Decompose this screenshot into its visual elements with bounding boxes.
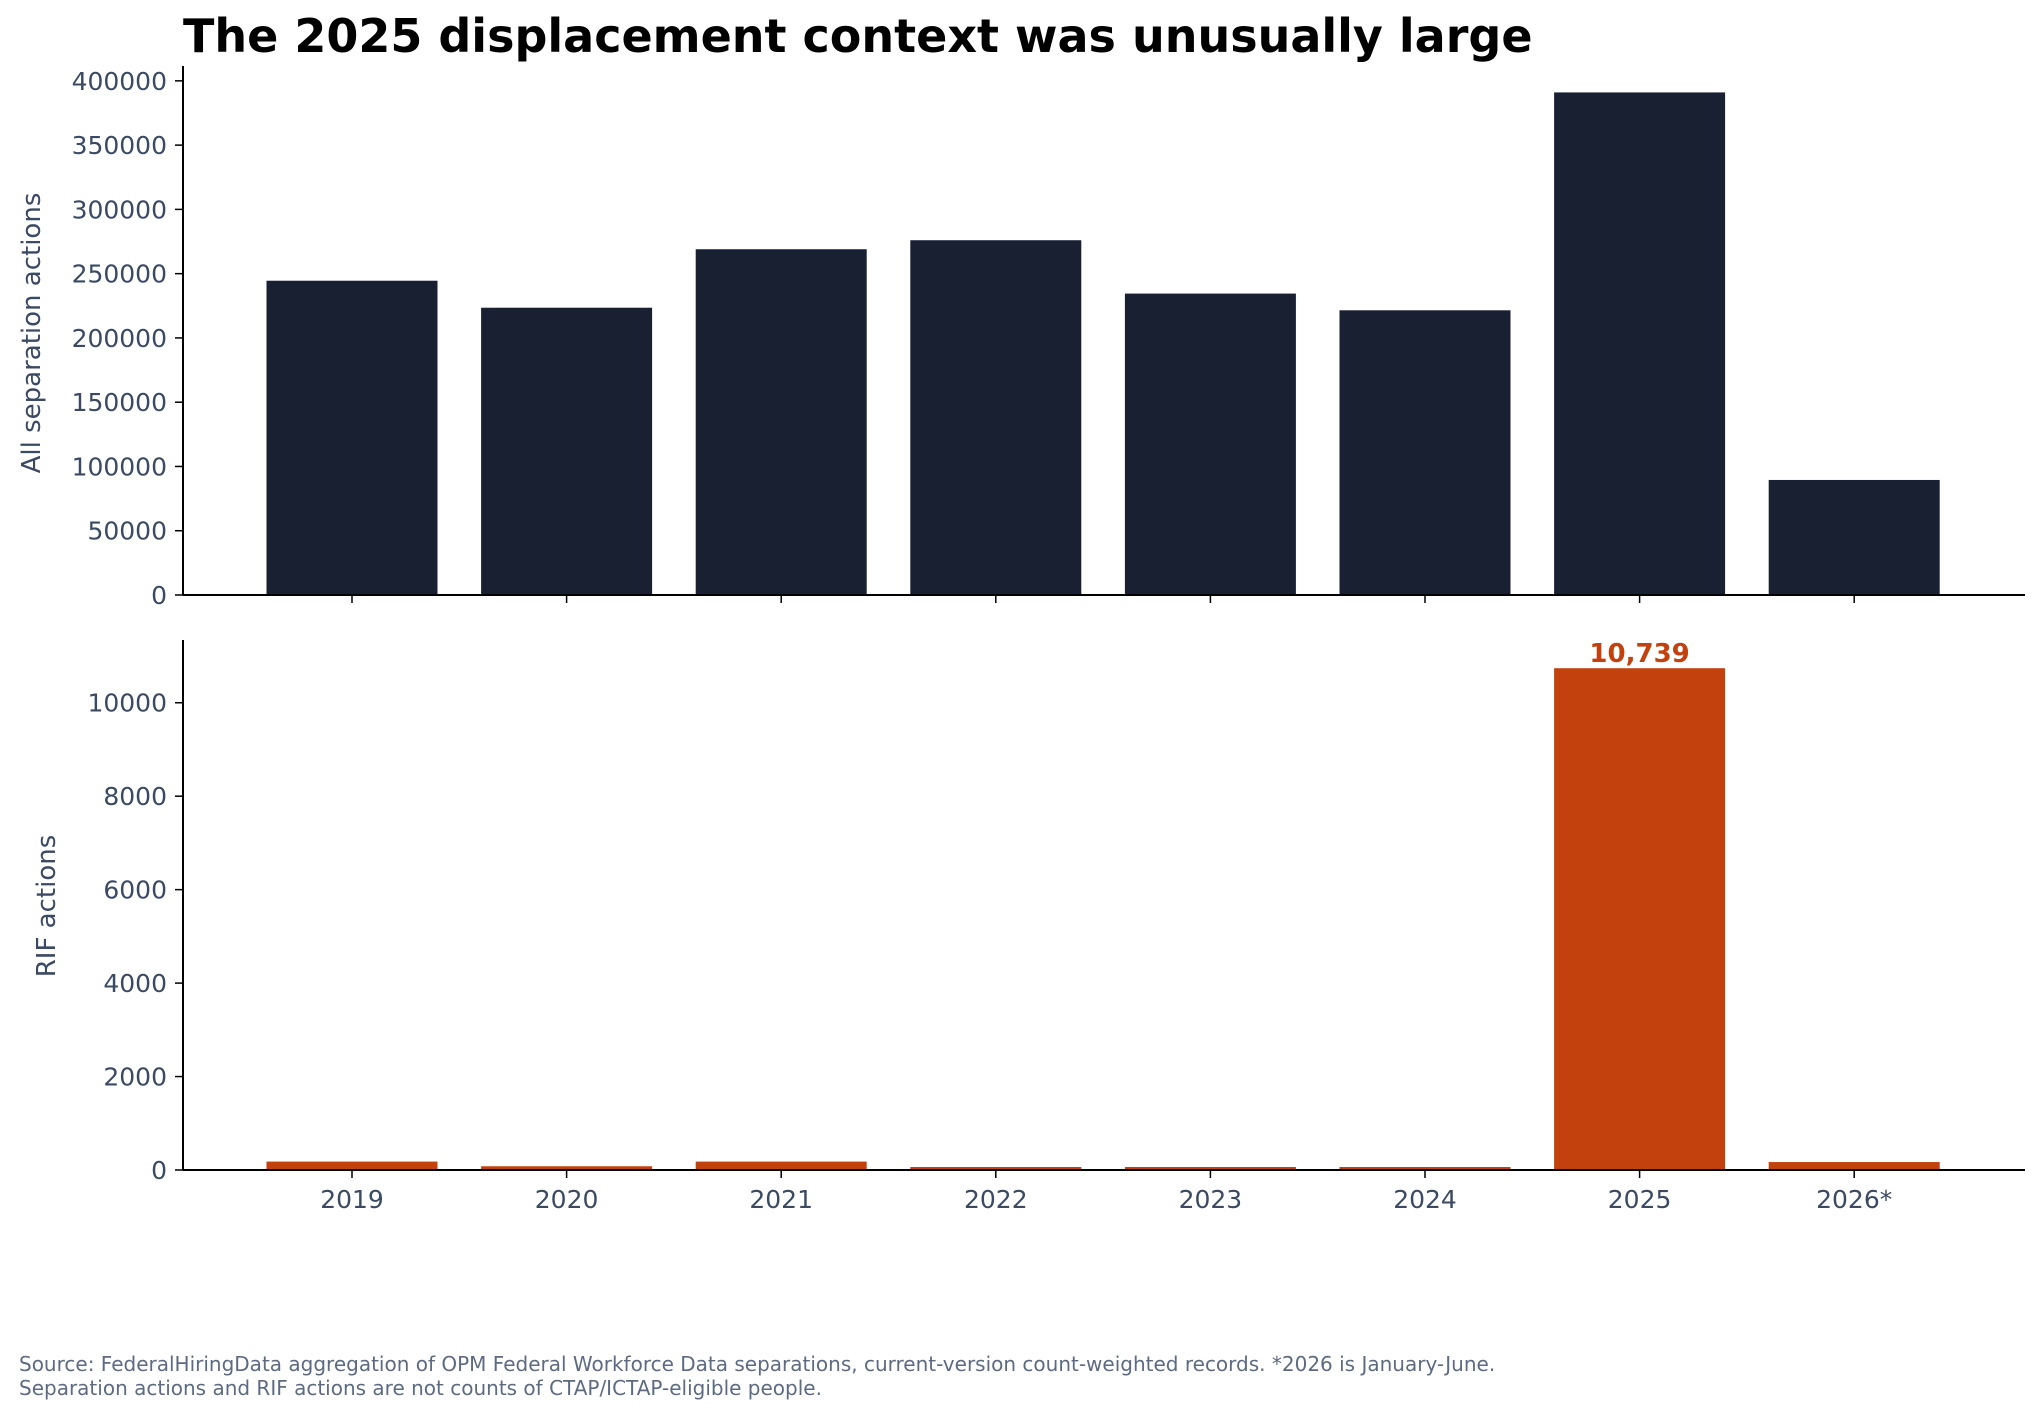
y-tick-label: 100000 — [72, 452, 167, 481]
data-label-2025: 10,739 — [1589, 639, 1689, 669]
bar-2019 — [266, 280, 438, 595]
x-tick-label-2021: 2021 — [749, 1185, 813, 1214]
y-tick-label: 8000 — [103, 782, 167, 811]
footnote-line-2: Separation actions and RIF actions are n… — [19, 1376, 822, 1400]
y-axis-label: All separation actions — [17, 193, 47, 474]
x-tick-label-2023: 2023 — [1179, 1185, 1243, 1214]
bar-2024 — [1339, 310, 1511, 595]
bar-2022 — [910, 240, 1082, 596]
y-tick-label: 400000 — [72, 67, 167, 96]
bar-2021 — [695, 249, 867, 596]
bar-2026-partial — [1768, 479, 1940, 595]
panel-all-separations: 0 50000 100000 150000 200000 250000 300000 3500… — [17, 66, 2025, 610]
chart-title: The 2025 displacement context was unusua… — [183, 9, 1533, 63]
bar-2021 — [695, 1161, 867, 1170]
x-tick-label-2019: 2019 — [320, 1185, 384, 1214]
y-tick-label: 350000 — [72, 131, 167, 160]
x-tick-label-2025: 2025 — [1608, 1185, 1672, 1214]
y-tick-label: 2000 — [103, 1063, 167, 1092]
bar-2020 — [481, 307, 653, 595]
y-tick-label: 50000 — [87, 517, 167, 546]
y-tick-label: 6000 — [103, 876, 167, 905]
bar-2023 — [1124, 293, 1296, 595]
y-tick-label: 250000 — [72, 260, 167, 289]
y-tick-label: 10000 — [87, 689, 167, 718]
y-axis-label: RIF actions — [32, 835, 62, 978]
bar-2020 — [481, 1166, 653, 1170]
bar-2026-partial — [1768, 1162, 1940, 1170]
x-tick-label-2022: 2022 — [964, 1185, 1028, 1214]
y-tick-label: 4000 — [103, 969, 167, 998]
bar-2023 — [1124, 1167, 1296, 1170]
x-tick-label-2024: 2024 — [1393, 1185, 1457, 1214]
x-tick-label-2026-partial: 2026* — [1816, 1185, 1892, 1214]
y-tick-label: 300000 — [72, 195, 167, 224]
bar-2022 — [910, 1167, 1082, 1170]
y-tick-label: 200000 — [72, 324, 167, 353]
y-tick-label: 0 — [151, 1156, 167, 1185]
y-tick-label: 150000 — [72, 388, 167, 417]
x-tick-label-2020: 2020 — [535, 1185, 599, 1214]
footnote-line-1: Source: FederalHiringData aggregation of… — [19, 1352, 1496, 1376]
bar-2025 — [1554, 668, 1726, 1170]
bar-2025 — [1554, 92, 1726, 596]
panel-rif-actions: 0 2000 4000 6000 8000 10000 2019 2020 2021 2022 20… — [32, 639, 2025, 1214]
bar-2024 — [1339, 1167, 1511, 1170]
bar-2019 — [266, 1161, 438, 1170]
source-footnote: Source: FederalHiringData aggregation of… — [19, 1352, 1495, 1400]
y-tick-label: 0 — [151, 581, 167, 610]
